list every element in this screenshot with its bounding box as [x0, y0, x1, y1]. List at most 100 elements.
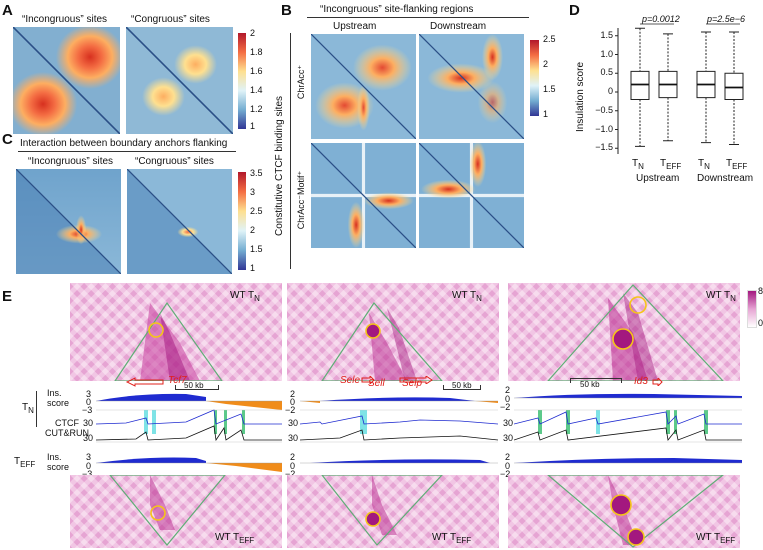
panel-e-ins-tick: 0 — [505, 461, 511, 471]
panel-e-bottom-label-2: WT TEFF — [432, 532, 472, 545]
panel-e-gene-arrow — [125, 377, 164, 387]
panel-c-cb-tick: 2 — [250, 225, 256, 235]
panel-d-box — [696, 31, 716, 144]
panel-d-ytick-label: −0.5 — [595, 104, 613, 115]
panel-e-ins-tick: 0 — [290, 397, 296, 407]
panel-a-cb-tick: 2 — [250, 28, 256, 38]
panel-e-scale-1: 50 kb — [184, 381, 204, 390]
panel-e-bottom-label-3: WT TEFF — [696, 532, 736, 545]
panel-a-cb-tick: 1.6 — [250, 66, 263, 76]
panel-b-heatmap-up-neg — [311, 143, 416, 248]
panel-e-track-tn: TN — [22, 402, 34, 415]
panel-d-box-label: TN — [632, 158, 644, 171]
panel-d-pval-up: p=0.0012 — [642, 14, 680, 24]
panel-b-heatmap-down-pos — [419, 34, 524, 139]
panel-b-row-chracc-neg: ChrAcc⁻Motif⁺ — [296, 170, 306, 230]
panel-d-box — [630, 27, 650, 147]
panel-d-ytick-label: 1.0 — [600, 48, 613, 59]
panel-e-ins-tick: 2 — [290, 389, 296, 399]
panel-c-title-congruous: “Congruous” sites — [135, 156, 214, 167]
panel-a-cb-tick: 1.2 — [250, 104, 263, 114]
panel-e-gene-sell: Sell — [368, 378, 385, 389]
panel-a-title-congruous: “Congruous” sites — [131, 14, 210, 25]
panel-e-tracks-3 — [514, 393, 742, 464]
panel-b-row-chracc-pos: ChrAcc⁺ — [296, 64, 306, 100]
panel-d-group-downstream: Downstream — [697, 173, 754, 184]
panel-e-bottom-label-1: WT TEFF — [215, 532, 255, 545]
panel-b-title-underline — [307, 17, 529, 18]
panel-c-cb-tick: 3 — [250, 187, 256, 197]
panel-c-colorbar — [238, 172, 246, 270]
panel-b-cb-tick: 2.5 — [543, 34, 556, 44]
panel-e-gene-arrow-3 — [652, 378, 663, 386]
panel-d-label: D — [569, 2, 580, 19]
panel-b-row-group-line — [290, 33, 291, 269]
panel-d-box-label: TEFF — [660, 158, 682, 171]
panel-e-ins-tick: −2 — [500, 469, 511, 479]
panel-e-ins-tick: 2 — [290, 452, 296, 462]
panel-e-label: E — [2, 288, 13, 305]
panel-b-cb-tick: 2 — [543, 59, 549, 69]
panel-d-box — [658, 33, 678, 142]
panel-a-cb-tick: 1.4 — [250, 85, 263, 95]
panel-d-ytick-label: −1.5 — [595, 142, 613, 153]
panel-a-title-incongruous: “Incongruous” sites — [22, 14, 108, 25]
panel-e-track-bracket — [36, 391, 37, 427]
panel-c-label: C — [2, 131, 13, 148]
panel-e-heatmap-teff-3 — [508, 475, 740, 548]
panel-e-ins-label-teff: Ins. score — [47, 452, 70, 472]
panel-d-ytick-label: 1.5 — [600, 29, 613, 40]
panel-e-gene-id3: Id3 — [634, 376, 648, 387]
panel-d-ytick-label: 0 — [607, 86, 613, 96]
panel-b-cb-tick: 1.5 — [543, 84, 556, 94]
panel-d-boxplot — [615, 23, 744, 154]
panel-e-ins-tick: −2 — [500, 402, 511, 412]
panel-e-heatmap-tn-3 — [508, 283, 740, 381]
panel-e-ctcf-tick: 30 — [83, 418, 94, 428]
panel-c-title-underline — [18, 151, 236, 152]
panel-e-tracks-1 — [96, 393, 282, 472]
panel-c-cb-tick: 3.5 — [250, 168, 263, 178]
panel-e-ins-tick: 2 — [505, 385, 511, 395]
panel-e-scale-3: 50 kb — [580, 380, 600, 389]
panel-e-track-teff: TEFF — [14, 456, 36, 469]
panel-d-ytick-label: 0.5 — [600, 67, 613, 78]
panel-a-heatmap-incongruous — [13, 27, 120, 134]
panel-e-scale-2: 50 kb — [452, 381, 472, 390]
panel-e-ctcf-tick: 30 — [83, 433, 94, 443]
panel-e-gene-arrows-2 — [361, 376, 433, 384]
panel-e-ins-tick: −2 — [285, 469, 296, 479]
panel-e-heatmap-tn-2 — [287, 283, 499, 381]
panel-e-ins-tick: 0 — [86, 461, 92, 471]
panel-e-top-label-3: WT TN — [706, 290, 736, 303]
panel-e-heatmap-tn-1 — [70, 283, 282, 381]
panel-e-ins-label-tn: Ins. score — [47, 388, 70, 408]
panel-e-ins-tick: 3 — [86, 389, 92, 399]
panel-b-label: B — [281, 2, 292, 19]
panel-e-ins-tick: −3 — [82, 405, 93, 415]
panel-e-ins-tick: 2 — [505, 452, 511, 462]
panel-e-scalebar-3 — [570, 378, 622, 383]
panel-e-scalebar-2 — [443, 385, 481, 390]
panel-d-box-label: TEFF — [726, 158, 748, 171]
panel-e-gene-sele: Sele — [340, 375, 361, 386]
panel-d-box-label: TN — [698, 158, 710, 171]
panel-a-heatmap-congruous — [126, 27, 233, 134]
panel-c-title-incongruous: “Incongruous” sites — [28, 156, 114, 167]
panel-e-gene-tcf7: Tcf7 — [168, 375, 187, 386]
panel-c-cb-tick: 2.5 — [250, 206, 263, 216]
panel-d-pval-down: p=2.5e−6 — [707, 14, 746, 24]
panel-e-ctcf-label: CTCF CUT&RUN — [45, 418, 89, 438]
panel-a-colorbar — [238, 33, 246, 129]
panel-e-ins-tick: −3 — [82, 469, 93, 479]
panel-e-ctcf-tick: 30 — [503, 433, 514, 443]
panel-e-top-label-2: WT TN — [452, 290, 482, 303]
panel-e-tracks-2 — [300, 397, 498, 464]
panel-e-scalebar-1 — [175, 385, 219, 390]
panel-e-heatmap-teff-1 — [70, 475, 282, 548]
panel-d-ylabel: Insulation score — [575, 61, 586, 133]
panel-d-group-upstream: Upstream — [636, 173, 680, 184]
panel-a-cb-tick: 1.8 — [250, 47, 263, 57]
panel-e-ctcf-tick: 30 — [288, 418, 299, 428]
panel-e-ins-tick: −2 — [285, 405, 296, 415]
